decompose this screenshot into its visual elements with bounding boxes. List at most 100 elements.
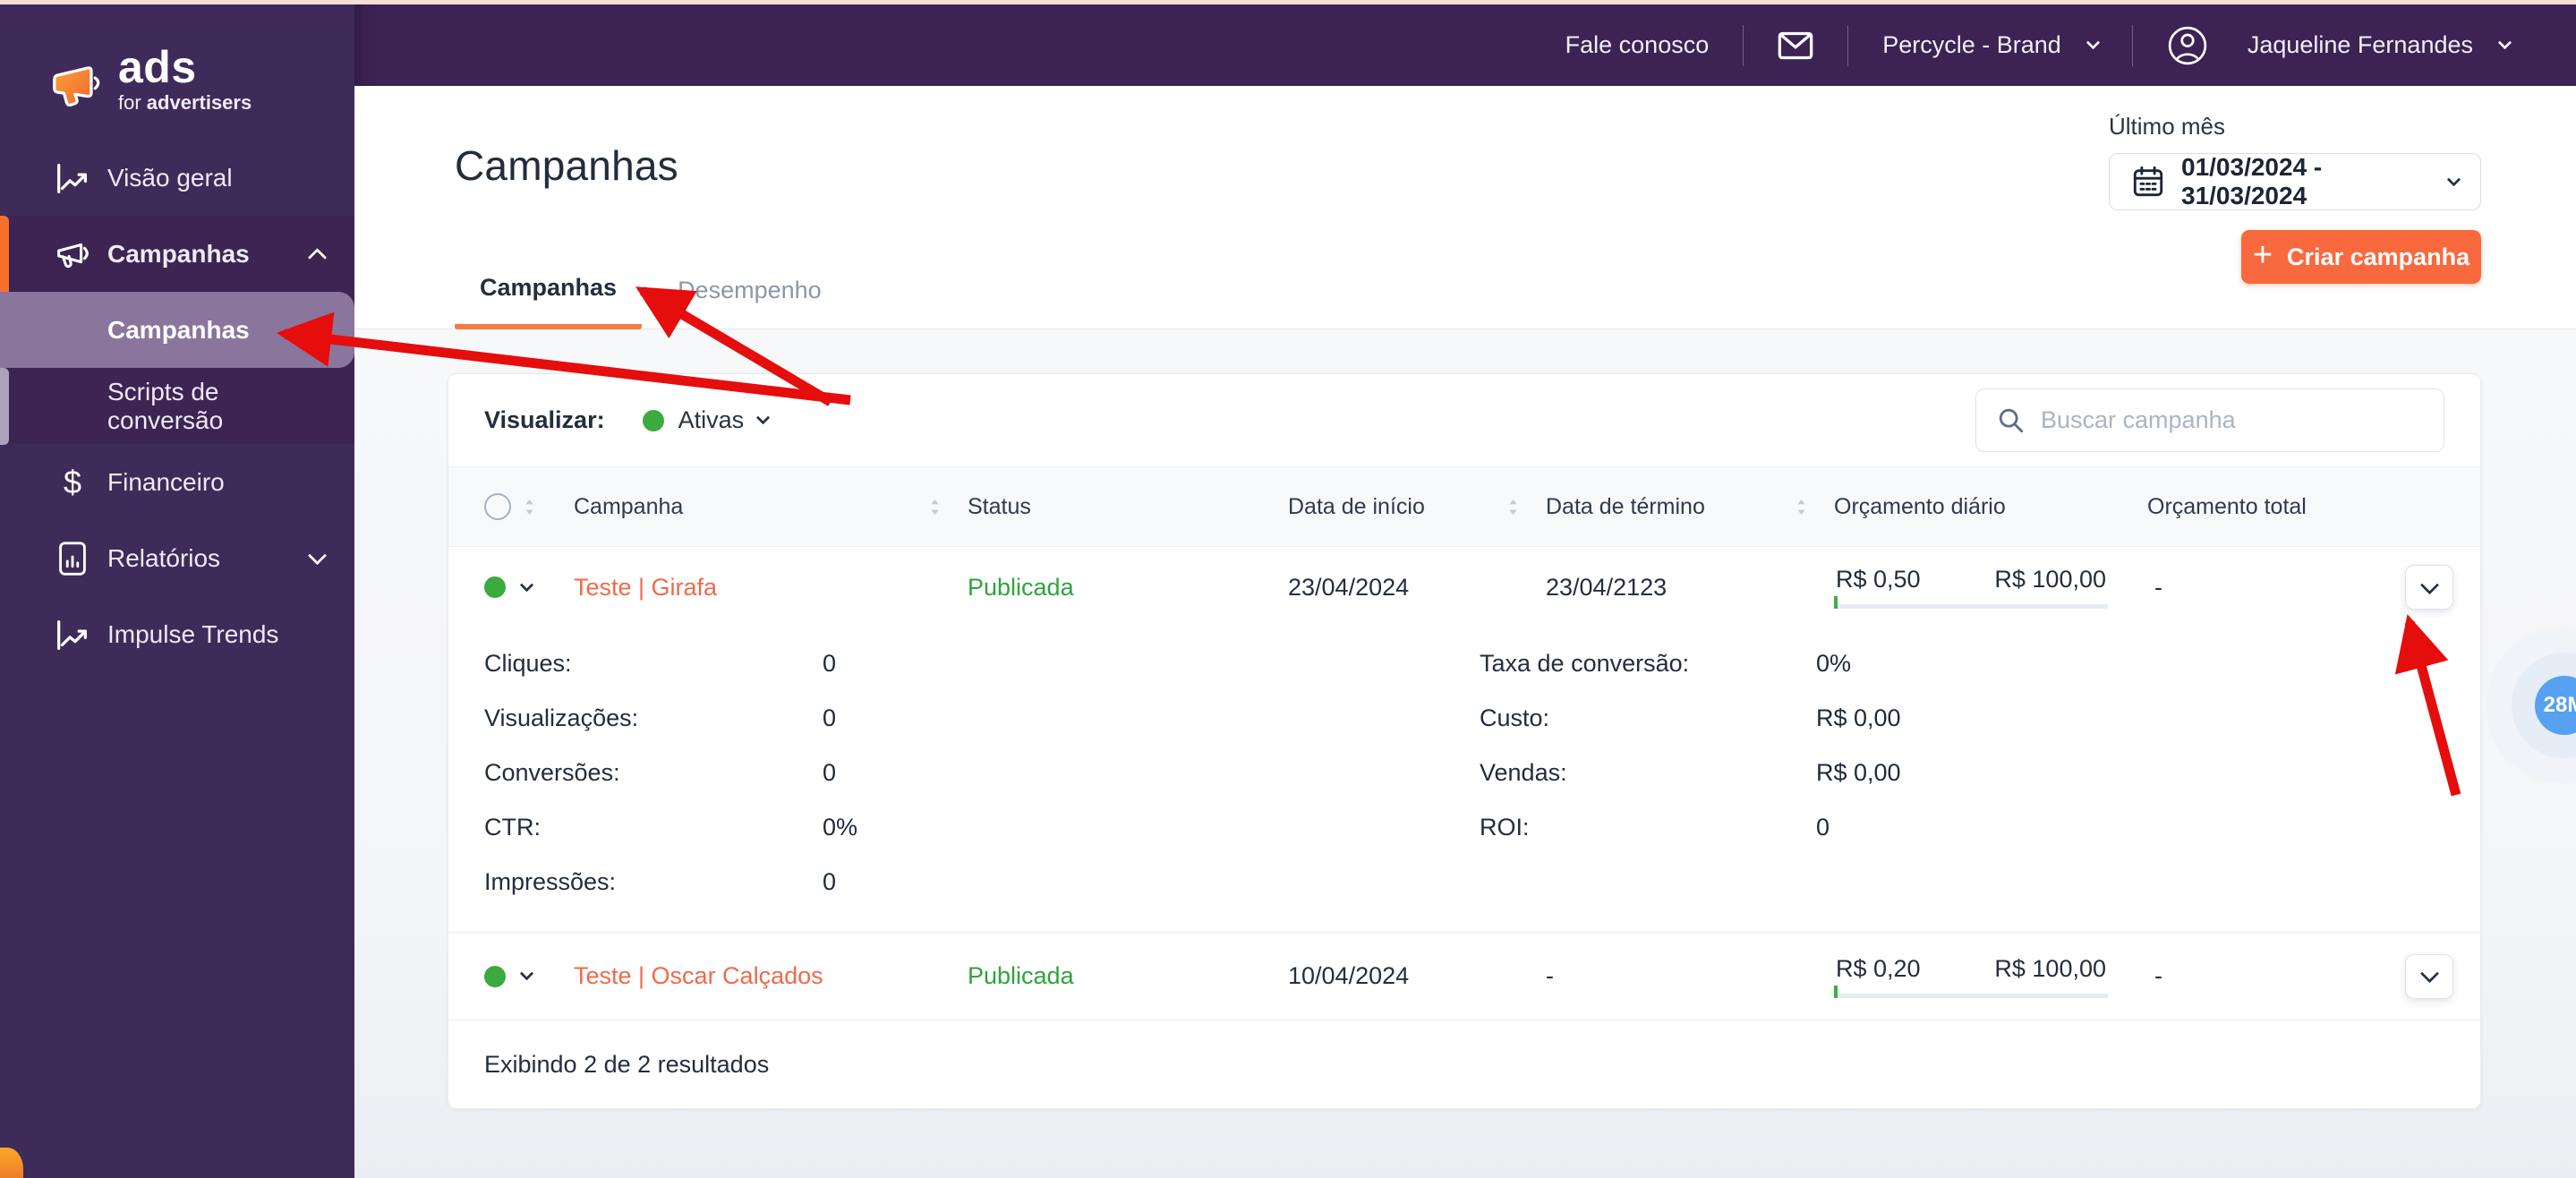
- details-left-column: Cliques: 0 Visualizações: 0 Conversões: …: [448, 636, 2480, 909]
- sidebar-group-campaigns: Campanhas Campanhas Scripts de conversão: [0, 216, 354, 445]
- stat-value: R$ 0,00: [1816, 704, 1901, 731]
- campaigns-card: Visualizar: Ativas: [448, 373, 2481, 1109]
- column-header-status[interactable]: Status: [968, 494, 1288, 520]
- expand-row-button[interactable]: [2405, 953, 2453, 999]
- sidebar-item-financial[interactable]: $ Financeiro: [0, 444, 354, 520]
- campaign-name-link[interactable]: Teste | Girafa: [574, 573, 718, 601]
- stat-value: R$ 0,00: [1816, 759, 1901, 786]
- budget-inline-field[interactable]: R$ 0,20 R$ 100,00: [1834, 955, 2108, 998]
- chevron-up-icon: [307, 248, 328, 268]
- column-header-end-date[interactable]: Data de término: [1546, 494, 1834, 520]
- sidebar-item-impulse-trends[interactable]: Impulse Trends: [0, 596, 354, 672]
- sidebar-item-label: Visão geral: [107, 163, 233, 192]
- date-range-value: 01/03/2024 - 31/03/2024: [2181, 153, 2323, 209]
- line-chart-icon: [52, 158, 93, 199]
- mail-icon: [1778, 30, 1813, 61]
- contact-label: Fale conosco: [1565, 31, 1710, 58]
- stat-row: Vendas: R$ 0,00: [1480, 746, 2480, 800]
- table-row: Teste | Girafa Publicada 23/04/2024 23/0…: [448, 547, 2480, 627]
- daily-budget-value[interactable]: R$ 0,50: [1836, 566, 1921, 593]
- sidebar: ads for advertisers Visão geral: [0, 4, 354, 1178]
- stat-value: 0: [823, 868, 837, 895]
- end-date-value: 23/04/2123: [1546, 573, 1668, 601]
- chevron-down-icon: [2446, 172, 2461, 186]
- search-input[interactable]: [2041, 406, 2424, 434]
- sort-icon[interactable]: [1507, 498, 1519, 516]
- start-date-value: 23/04/2024: [1288, 573, 1410, 601]
- column-header-campaign[interactable]: Campanha: [574, 494, 968, 520]
- stat-row: Conversões: 0: [448, 746, 2480, 800]
- chevron-down-icon: [307, 546, 328, 566]
- stat-row: ROI: 0: [1480, 800, 2480, 855]
- stat-row: Visualizações: 0: [448, 691, 2480, 746]
- results-count: Exibindo 2 de 2 resultados: [484, 1050, 770, 1078]
- sidebar-item-conversion-scripts[interactable]: Scripts de conversão: [0, 368, 354, 444]
- results-footer: Exibindo 2 de 2 resultados: [448, 1020, 2480, 1108]
- column-label: Orçamento total: [2147, 493, 2307, 519]
- daily-budget-value[interactable]: R$ 0,20: [1836, 954, 1921, 982]
- collapse-row-chevron-icon[interactable]: [519, 577, 534, 592]
- stat-label: Taxa de conversão:: [1480, 650, 1690, 677]
- total-budget-value[interactable]: R$ 100,00: [1994, 954, 2106, 982]
- sidebar-item-campaigns-sub[interactable]: Campanhas: [0, 292, 354, 368]
- stat-row: Impressões: 0: [448, 855, 2480, 909]
- sidebar-bottom-decoration: [0, 1148, 23, 1178]
- page-title: Campanhas: [455, 142, 678, 189]
- tab-performance[interactable]: Desempenho: [653, 251, 847, 329]
- budget-inline-field[interactable]: R$ 0,50 R$ 100,00: [1834, 566, 2108, 609]
- column-label: Orçamento diário: [1834, 493, 2006, 519]
- user-menu[interactable]: Jaqueline Fernandes: [2167, 25, 2512, 66]
- create-campaign-button[interactable]: + Criar campanha: [2241, 230, 2481, 284]
- sidebar-item-overview[interactable]: Visão geral: [0, 140, 354, 216]
- column-label: Data de término: [1546, 493, 1705, 519]
- dollar-icon: $: [63, 463, 82, 500]
- select-all-circle[interactable]: [484, 493, 511, 520]
- total-budget-value[interactable]: R$ 100,00: [1994, 566, 2106, 593]
- campaign-name-link[interactable]: Teste | Oscar Calçados: [574, 962, 823, 989]
- tab-label: Desempenho: [678, 276, 822, 303]
- topbar-divider: [2131, 24, 2133, 66]
- search-icon: [1999, 408, 2024, 432]
- stat-label: Conversões:: [484, 759, 620, 786]
- stat-label: CTR:: [484, 814, 541, 841]
- column-label: Data de início: [1288, 493, 1425, 519]
- contact-link[interactable]: Fale conosco: [1565, 31, 1710, 59]
- sort-icon[interactable]: [524, 498, 535, 516]
- sidebar-item-reports[interactable]: Relatórios: [0, 520, 354, 596]
- brand-selector[interactable]: Percycle - Brand: [1882, 31, 2101, 59]
- table-toolbar: Visualizar: Ativas: [448, 374, 2480, 466]
- app-logo[interactable]: ads for advertisers: [0, 4, 354, 121]
- stat-value: 0: [823, 704, 837, 731]
- stat-value: 0%: [1816, 650, 1852, 677]
- stat-label: ROI:: [1480, 814, 1530, 841]
- tab-campaigns[interactable]: Campanhas: [455, 251, 643, 329]
- expand-row-chevron-icon[interactable]: [519, 966, 534, 981]
- logo-subtitle-light: for: [118, 91, 147, 115]
- row-select-cell: [484, 576, 574, 598]
- campaign-details-panel: Cliques: 0 Visualizações: 0 Conversões: …: [448, 627, 2480, 932]
- sort-icon[interactable]: [929, 498, 941, 516]
- sidebar-nav: Visão geral Campanhas: [0, 140, 354, 672]
- messages-button[interactable]: [1778, 30, 1813, 61]
- main-content: Visualizar: Ativas: [354, 329, 2576, 1178]
- column-header-daily-budget[interactable]: Orçamento diário: [1834, 494, 2147, 520]
- column-header-total-budget[interactable]: Orçamento total: [2147, 494, 2371, 520]
- stat-row: Cliques: 0: [448, 636, 2480, 691]
- sidebar-item-label: Campanhas: [107, 315, 250, 344]
- active-status-dot: [484, 576, 506, 598]
- table-row: Teste | Oscar Calçados Publicada 10/04/2…: [448, 932, 2480, 1020]
- sidebar-item-campaigns[interactable]: Campanhas: [0, 216, 354, 292]
- header-controls: Último mês 01/03/2024 - 31/03/2024 + Cri…: [2109, 113, 2481, 284]
- view-filter-select[interactable]: Ativas: [642, 406, 771, 434]
- expand-row-button[interactable]: [2405, 565, 2453, 610]
- column-header-start-date[interactable]: Data de início: [1288, 494, 1546, 520]
- search-box: [1975, 388, 2444, 452]
- chevron-down-icon: [2086, 35, 2101, 50]
- select-all-header[interactable]: [484, 493, 574, 520]
- date-range-picker[interactable]: 01/03/2024 - 31/03/2024: [2109, 153, 2481, 210]
- group-indicator-light: [0, 368, 9, 445]
- browser-edge-strip: [0, 0, 2576, 4]
- sort-icon[interactable]: [1796, 498, 1807, 516]
- floating-badge[interactable]: 28M: [2535, 676, 2576, 735]
- avatar-icon: [2168, 26, 2207, 64]
